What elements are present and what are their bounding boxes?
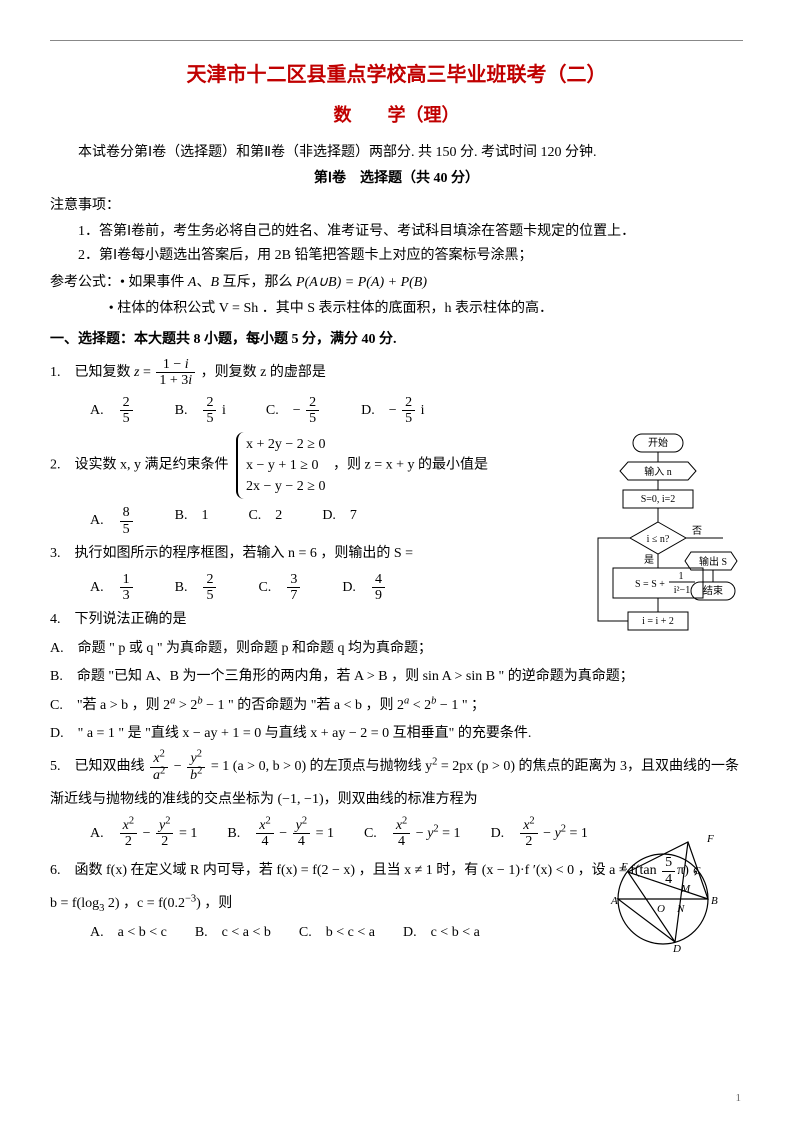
exam-intro: 本试卷分第Ⅰ卷（选择题）和第Ⅱ卷（非选择题）两部分. 共 150 分. 考试时间… bbox=[50, 142, 743, 164]
question-1: 1. 已知复数 z = 1 − i1 + 3i ，则复数 z 的虚部是 bbox=[50, 357, 743, 389]
ref1-formula: P(A∪B) = P(A) + P(B) bbox=[296, 275, 427, 290]
exam-title: 天津市十二区县重点学校高三毕业班联考（二） bbox=[50, 59, 743, 91]
q5-stem-line2: 渐近线与抛物线的准线的交点坐标为 (−1, −1)，则双曲线的标准方程为 bbox=[50, 789, 743, 811]
q1-stem-post: ，则复数 z 的虚部是 bbox=[201, 365, 326, 380]
notes-heading: 注意事项： bbox=[50, 195, 743, 217]
part1-heading: 第Ⅰ卷 选择题（共 40 分） bbox=[50, 168, 743, 190]
q6-stem-pre: 6. 函数 f(x) 在定义域 R 内可导，若 f(x) = f(2 − x) … bbox=[50, 863, 660, 878]
q1-opt-c: C. − 25 bbox=[266, 395, 321, 427]
note-1: 1．答第Ⅰ卷前，考生务必将自己的姓名、准考证号、考试科目填涂在答题卡规定的位置上… bbox=[50, 221, 743, 243]
q2-stem-post: ，则 z = x + y 的最小值是 bbox=[333, 458, 488, 473]
q1-opt-d: D. − 25 i bbox=[361, 395, 424, 427]
reference-formula-2: • 柱体的体积公式 V = Sh ．其中 S 表示柱体的底面积，h 表示柱体的高… bbox=[50, 298, 743, 320]
q2-q3-block: 开始 输入 n S=0, i=2 i ≤ n? 否 是 S = S + 1 i²… bbox=[50, 432, 743, 603]
question-3: 3. 执行如图所示的程序框图，若输入 n = 6 ，则输出的 S = bbox=[50, 543, 743, 565]
svg-text:D: D bbox=[672, 943, 681, 954]
question-5: 5. 已知双曲线 x2a2 − y2b2 = 1 (a > 0, b > 0) … bbox=[50, 751, 743, 783]
q2-opt-b: B. 1 bbox=[175, 505, 209, 537]
q6-opt-d: D. c < b < a bbox=[403, 922, 480, 944]
section-1-title: 一、选择题：本大题共 8 小题，每小题 5 分，满分 40 分. bbox=[50, 329, 743, 351]
q2-system: x + 2y − 2 ≥ 0 x − y + 1 ≥ 0 2x − y − 2 … bbox=[236, 432, 325, 499]
svg-text:F: F bbox=[706, 833, 714, 845]
q4-opt-d: D. " a = 1 " 是 "直线 x − ay + 1 = 0 与直线 x … bbox=[50, 723, 743, 745]
q4-opt-a: A. 命题 " p 或 q " 为真命题，则命题 p 和命题 q 均为真命题； bbox=[50, 638, 743, 660]
q6-opt-c: C. b < c < a bbox=[299, 922, 375, 944]
q6-block: A B C D E F M N O 6. 函数 f(x) 在定义域 R 内可导，… bbox=[50, 855, 743, 944]
q2-opt-c: C. 2 bbox=[248, 505, 282, 537]
q3-opt-c: C. 37 bbox=[258, 572, 302, 604]
question-2: 2. 设实数 x, y 满足约束条件 x + 2y − 2 ≥ 0 x − y … bbox=[50, 432, 743, 499]
page-number: 1 bbox=[736, 1090, 742, 1108]
q5-opt-a: A. x22 − y22 = 1 bbox=[90, 818, 197, 850]
ref1-mid: 互斥，那么 bbox=[219, 275, 296, 290]
note-2: 2．第Ⅰ卷每小题选出答案后，用 2B 铅笔把答题卡上对应的答案标号涂黑； bbox=[50, 245, 743, 267]
q5-opt-c: C. x24 − y2 = 1 bbox=[364, 818, 461, 850]
q5-opt-b: B. x24 − y24 = 1 bbox=[227, 818, 334, 850]
q2-stem-pre: 2. 设实数 x, y 满足约束条件 bbox=[50, 458, 232, 473]
reference-formula-1: 参考公式：• 如果事件 A、B 互斥，那么 P(A∪B) = P(A) + P(… bbox=[50, 272, 743, 294]
q6-line2: b = f(log3 2) ，c = f(0.2−3) ，则 bbox=[50, 893, 743, 915]
q4-opt-c: C. "若 a > b ，则 2a > 2b − 1 " 的否命题为 "若 a … bbox=[50, 695, 743, 717]
circle-figure: A B C D E F M N O bbox=[603, 824, 733, 954]
q6-opt-a: A. a < b < c bbox=[90, 922, 167, 944]
ref1-pre: 参考公式：• 如果事件 bbox=[50, 275, 188, 290]
top-rule bbox=[50, 40, 743, 41]
fc-calc-num: 1 bbox=[679, 571, 684, 582]
q4-opt-b: B. 命题 "已知 A、B 为一个三角形的两内角，若 A > B ，则 sin … bbox=[50, 666, 743, 688]
q5-opt-d: D. x22 − y2 = 1 bbox=[491, 818, 588, 850]
q1-options: A. 25 B. 25 i C. − 25 D. − 25 i bbox=[90, 395, 743, 427]
question-4: 4. 下列说法正确的是 bbox=[50, 609, 743, 631]
q3-opt-a: A. 13 bbox=[90, 572, 135, 604]
q1-opt-b: B. 25 i bbox=[175, 395, 226, 427]
fc-calc-den: i²−1 bbox=[674, 585, 690, 596]
fc-end: 结束 bbox=[703, 584, 723, 597]
question-6: 6. 函数 f(x) 在定义域 R 内可导，若 f(x) = f(2 − x) … bbox=[50, 855, 743, 887]
q3-opt-b: B. 25 bbox=[175, 572, 219, 604]
fc-no: 否 bbox=[692, 525, 702, 537]
fc-calc-l: S = S + bbox=[635, 579, 665, 590]
q1-opt-a: A. 25 bbox=[90, 395, 135, 427]
q1-stem-pre: 1. 已知复数 bbox=[50, 365, 134, 380]
q5-stem-pre: 5. 已知双曲线 bbox=[50, 760, 148, 775]
q6-opt-b: B. c < a < b bbox=[195, 922, 271, 944]
q2-opt-d: D. 7 bbox=[322, 505, 357, 537]
q1-frac: 1 − i1 + 3i bbox=[156, 357, 195, 389]
q2-opt-a: A. 85 bbox=[90, 505, 135, 537]
exam-subtitle: 数 学（理） bbox=[50, 101, 743, 130]
q3-opt-d: D. 49 bbox=[342, 572, 387, 604]
